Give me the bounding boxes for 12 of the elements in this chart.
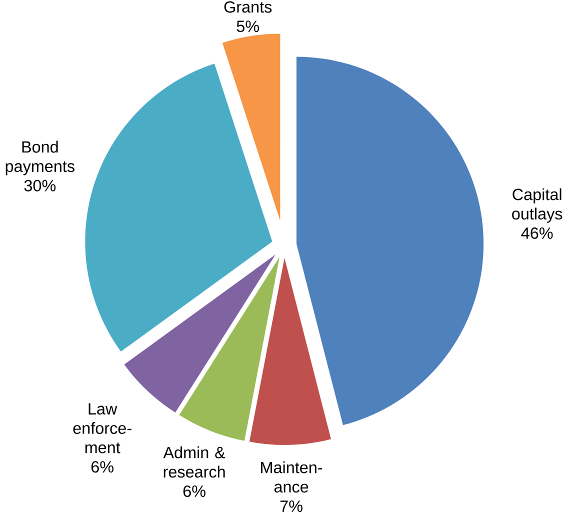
slice-label: Grants bbox=[224, 1, 272, 13]
slice-label: Bond payments bbox=[6, 140, 74, 176]
data-label: 30% bbox=[24, 180, 56, 192]
data-label: 6% bbox=[183, 485, 206, 497]
data-label: 7% bbox=[280, 500, 302, 512]
slice-label: Capital outlays bbox=[512, 188, 562, 223]
slice-label: Admin & research bbox=[163, 446, 226, 478]
slice-label: Mainten-ance bbox=[261, 461, 322, 493]
data-label: 46% bbox=[521, 227, 553, 239]
slice-label: Law enforce-ment bbox=[73, 403, 132, 454]
data-label: 5% bbox=[236, 20, 260, 32]
data-label: 6% bbox=[91, 461, 114, 473]
